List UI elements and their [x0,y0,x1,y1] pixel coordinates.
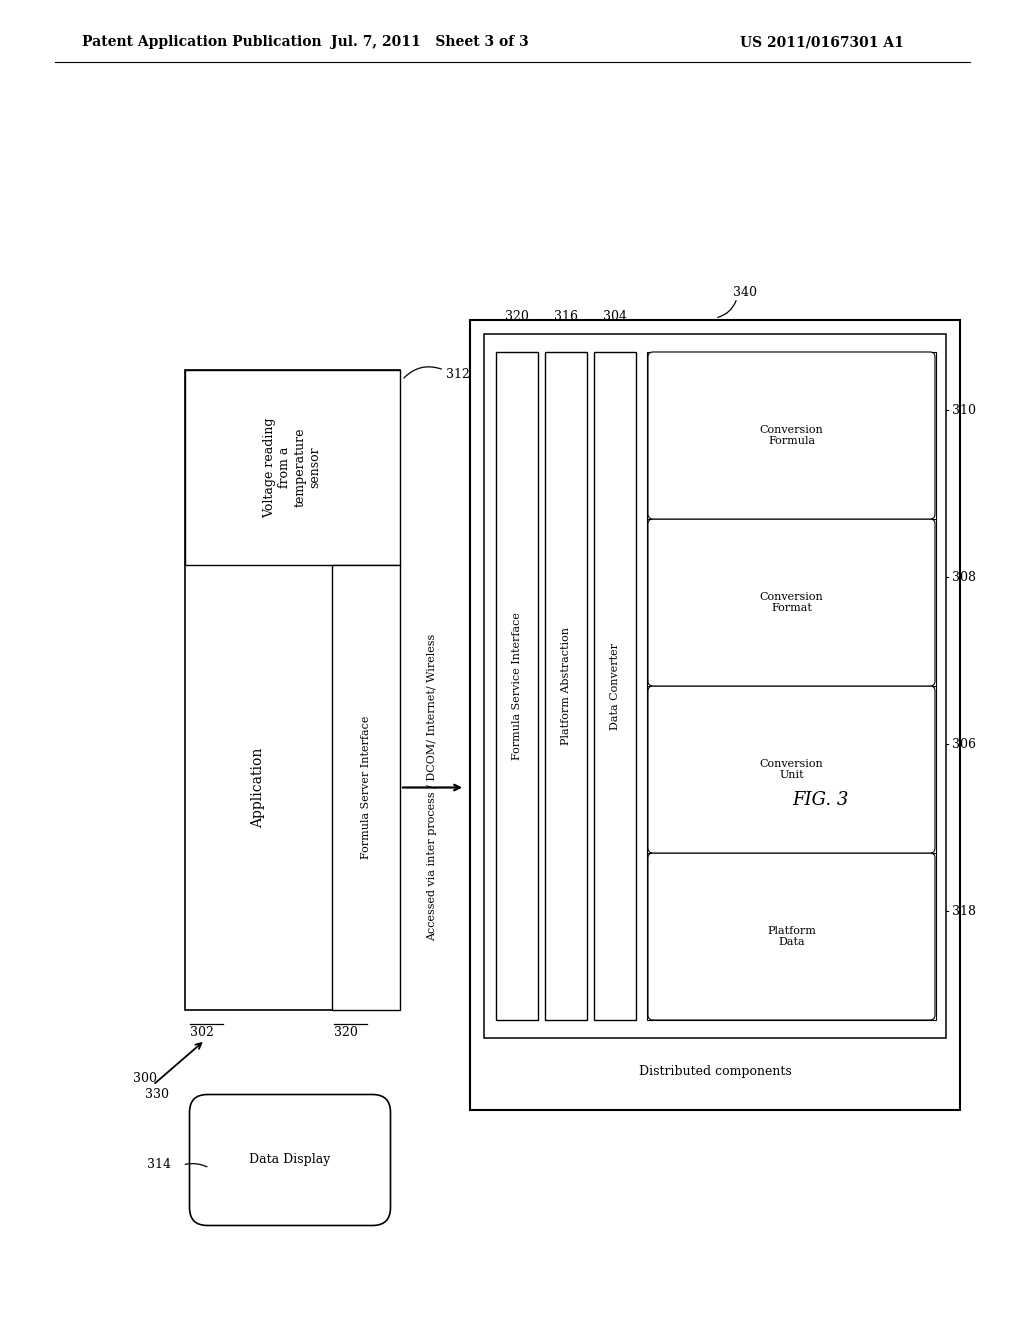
FancyBboxPatch shape [648,853,935,1020]
Bar [647,519,936,686]
Bar [647,352,936,519]
Bar [647,686,936,853]
Bar [332,565,400,1010]
Text: 320: 320 [334,1026,357,1039]
Text: 304: 304 [603,309,627,322]
Text: FIG. 3: FIG. 3 [792,791,848,809]
Bar [594,352,636,1020]
Bar [470,319,961,1110]
Text: 308: 308 [952,572,976,583]
Text: Distributed components: Distributed components [639,1065,792,1078]
Text: 310: 310 [952,404,976,417]
FancyBboxPatch shape [648,686,935,853]
Text: Data Converter: Data Converter [610,643,620,730]
Text: US 2011/0167301 A1: US 2011/0167301 A1 [740,36,904,49]
Bar [185,370,400,565]
Text: Conversion
Formula: Conversion Formula [760,425,823,446]
Text: Formula Service Interface: Formula Service Interface [512,612,522,760]
Text: 340: 340 [733,285,757,298]
Text: Accessed via inter process / DCOM/ Internet/ Wireless: Accessed via inter process / DCOM/ Inter… [427,634,437,941]
Text: 318: 318 [952,906,976,917]
FancyBboxPatch shape [189,1094,390,1225]
FancyBboxPatch shape [648,352,935,519]
FancyBboxPatch shape [648,519,935,686]
Text: Application: Application [252,747,265,828]
Bar [496,352,538,1020]
Text: Jul. 7, 2011   Sheet 3 of 3: Jul. 7, 2011 Sheet 3 of 3 [331,36,528,49]
Text: 320: 320 [505,309,529,322]
Text: 312: 312 [446,368,470,381]
Bar [484,334,946,1038]
Text: Platform
Data: Platform Data [767,925,816,948]
Text: Voltage reading
from a
temperature
sensor: Voltage reading from a temperature senso… [263,417,322,517]
Text: Data Display: Data Display [249,1154,331,1167]
Text: 306: 306 [952,738,976,751]
Text: 316: 316 [554,309,578,322]
Bar [647,853,936,1020]
Text: Patent Application Publication: Patent Application Publication [82,36,322,49]
Text: 302: 302 [190,1026,214,1039]
Text: 300: 300 [133,1072,157,1085]
Text: 314: 314 [147,1159,171,1172]
Bar [545,352,587,1020]
Text: Platform Abstraction: Platform Abstraction [561,627,571,744]
Text: Conversion
Format: Conversion Format [760,591,823,614]
Text: Formula Server Interface: Formula Server Interface [361,715,371,859]
Text: 330: 330 [145,1088,169,1101]
Bar [185,370,400,1010]
Text: Conversion
Unit: Conversion Unit [760,759,823,780]
